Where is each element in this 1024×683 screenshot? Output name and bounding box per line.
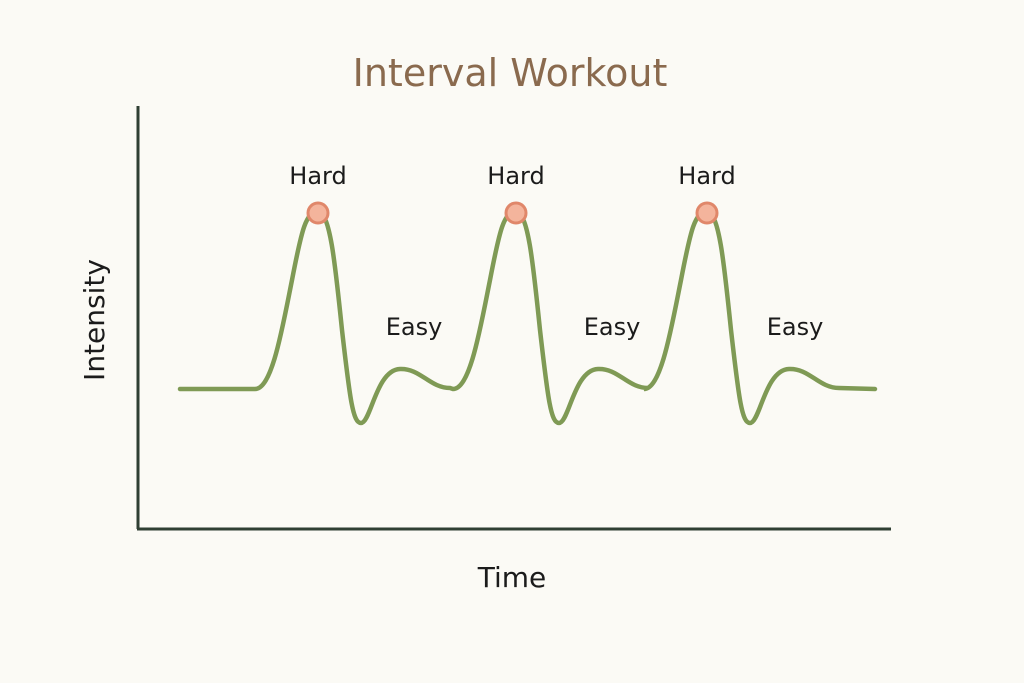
chart-title: Interval Workout — [353, 51, 668, 95]
hard-label: Hard — [678, 162, 735, 190]
y-axis-label: Intensity — [78, 259, 111, 381]
peak-marker — [504, 201, 528, 225]
easy-label: Easy — [767, 313, 824, 341]
x-axis-label: Time — [477, 561, 547, 594]
intensity-line — [177, 209, 878, 426]
easy-label: Easy — [584, 313, 641, 341]
peak-marker — [306, 201, 330, 225]
easy-label: Easy — [386, 313, 443, 341]
hard-label: Hard — [487, 162, 544, 190]
peak-marker — [695, 201, 719, 225]
hard-label: Hard — [289, 162, 346, 190]
